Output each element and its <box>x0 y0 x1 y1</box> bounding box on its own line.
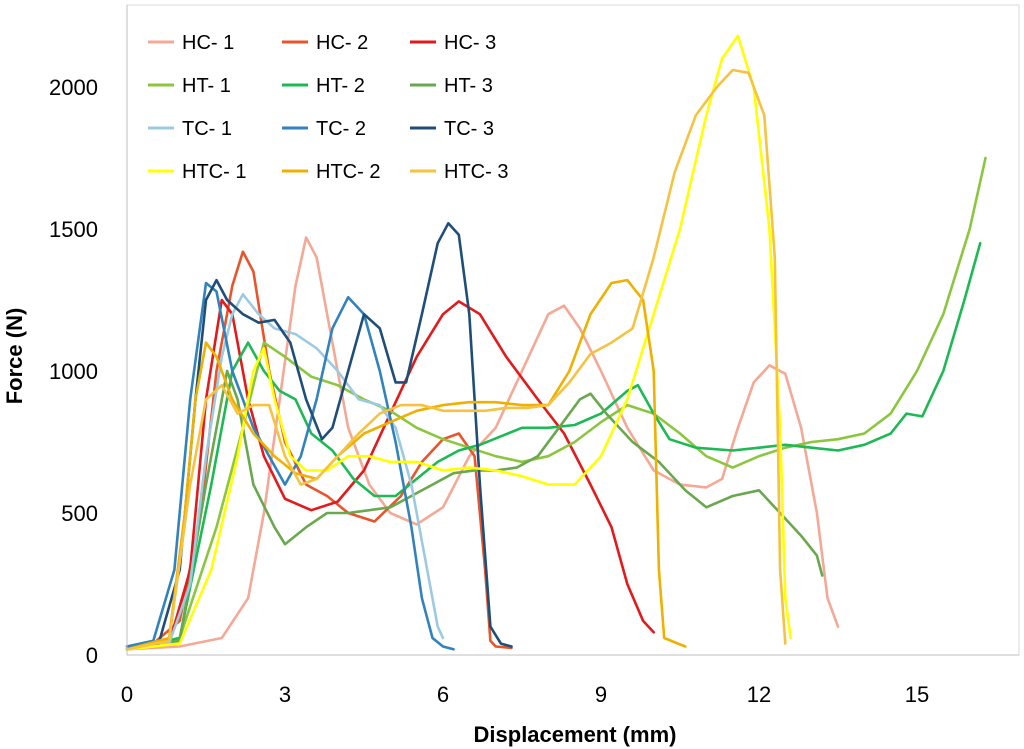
series-line-hc-1 <box>125 236 840 651</box>
legend-label: HTC- 1 <box>182 161 246 183</box>
series-line-tc-2 <box>125 281 455 651</box>
legend-label: HT- 3 <box>444 75 493 97</box>
x-axis-title: Displacement (mm) <box>474 722 677 747</box>
plot-area <box>126 4 1020 656</box>
legend-label: HT- 2 <box>316 75 365 97</box>
legend-label: HTC- 3 <box>444 161 508 183</box>
x-tick-label: 12 <box>747 682 771 707</box>
series-line-ht-2 <box>125 241 982 651</box>
series-line-htc-3 <box>125 68 787 651</box>
x-tick-label: 6 <box>437 682 449 707</box>
y-tick-label: 1500 <box>49 217 98 242</box>
plot-border <box>126 4 1020 656</box>
series-line-ht-1 <box>125 156 987 651</box>
y-tick-label: 1000 <box>49 359 98 384</box>
series-line-htc-1 <box>125 34 792 651</box>
series-layer <box>125 34 987 651</box>
y-tick-label: 2000 <box>49 75 98 100</box>
legend: HC- 1 HC- 2 HC- 3 HT- 1 HT- 2 HT- 3 TC- 1 TC- 2… <box>148 32 508 183</box>
legend-label: TC- 3 <box>444 118 494 140</box>
series-line-tc-1 <box>125 293 445 651</box>
x-tick-label: 3 <box>279 682 291 707</box>
series-line-htc-2 <box>125 278 687 651</box>
x-tick-label: 15 <box>905 682 929 707</box>
y-tick-label: 0 <box>86 643 98 668</box>
legend-label: HTC- 2 <box>316 161 380 183</box>
series-line-tc-3 <box>125 222 513 651</box>
legend-label: HC- 2 <box>316 32 368 54</box>
y-tick-label: 500 <box>61 501 98 526</box>
legend-label: HC- 1 <box>182 32 234 54</box>
x-tick-label: 9 <box>595 682 607 707</box>
axes: 0 3 6 9 12 15 0 500 1000 1500 2000 <box>49 5 1019 707</box>
x-tick-label: 0 <box>121 682 133 707</box>
y-axis-title: Force (N) <box>2 308 27 405</box>
legend-label: HC- 3 <box>444 32 496 54</box>
legend-label: HT- 1 <box>182 75 231 97</box>
legend-label: TC- 2 <box>316 118 366 140</box>
legend-label: TC- 1 <box>182 118 232 140</box>
